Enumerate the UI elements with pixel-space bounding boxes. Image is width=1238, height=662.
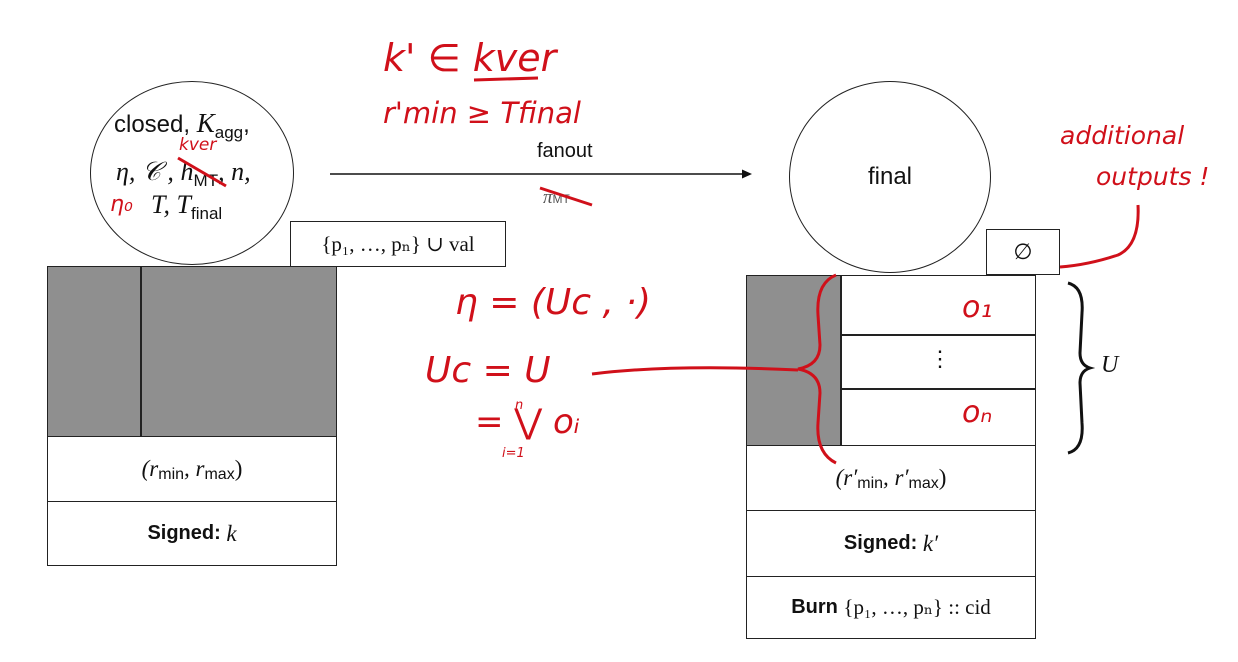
left-circle-line1: closed, Kagg, <box>114 108 250 142</box>
eta0-annotation: η₀ <box>110 192 133 217</box>
left-token-set: {p₁, …, pₙ} ∪ val <box>321 231 475 256</box>
left-line1-tail: , <box>243 111 250 138</box>
eta-equation: η = (Uc , ·) <box>455 282 651 323</box>
right-datum-divider <box>840 275 842 446</box>
uc-connector <box>591 366 799 376</box>
left-state-circle <box>90 81 294 265</box>
union-sup: n <box>515 398 524 413</box>
right-brace-label: U <box>1101 352 1119 378</box>
right-signed-row: Signed: k′ <box>746 510 1036 577</box>
left-token-box: {p₁, …, pₙ} ∪ val <box>290 221 506 267</box>
right-state-circle: final <box>789 81 991 273</box>
left-validity-open: (r <box>141 456 159 481</box>
left-validity-min: min <box>158 466 185 483</box>
outputs-annotation: outputs ! <box>1096 162 1210 191</box>
uc-equation: Uc = U <box>425 350 551 391</box>
union-sub: i=1 <box>502 446 525 461</box>
transition-label: fanout <box>537 140 593 162</box>
right-datum-grey <box>747 276 840 445</box>
right-validity-min: min <box>857 475 884 492</box>
left-circle-line2: η, 𝒞 , hMT, n, <box>116 157 251 190</box>
left-line3-math: T, T <box>151 190 191 219</box>
right-burn-row: Burn {p₁, …, pₙ} :: cid <box>746 576 1036 639</box>
burn-label: Burn <box>791 596 838 618</box>
left-validity-mid: , r <box>184 456 205 481</box>
right-emptyset-box: ∅ <box>986 229 1060 275</box>
left-line2-math: η, 𝒞 , <box>116 157 174 186</box>
left-line2-sub: MT <box>193 171 219 190</box>
right-validity-max: max <box>908 475 939 492</box>
on-annotation: oₙ <box>962 395 993 430</box>
left-signed-label: Signed: <box>147 522 221 544</box>
left-validity-max: max <box>204 466 235 483</box>
o1-annotation: o₁ <box>962 290 993 325</box>
redeemer-pi: π <box>543 187 553 208</box>
left-signed-key: k <box>226 520 237 546</box>
left-line1-sub: agg <box>214 123 244 142</box>
left-line1-k: K <box>196 108 215 138</box>
right-output-sep1 <box>840 334 1036 336</box>
right-output-sep2 <box>840 388 1036 390</box>
left-validity-close: ) <box>234 456 243 481</box>
left-line3-sub: final <box>191 204 223 223</box>
condition-kver: k' ∈ kver <box>383 36 557 80</box>
redeemer-strike <box>539 186 593 207</box>
left-line1-word: closed, <box>114 111 191 138</box>
burn-set: {p₁, …, pₙ} :: cid <box>843 595 991 619</box>
right-validity-close: ) <box>938 465 947 490</box>
left-datum-divider <box>140 266 142 437</box>
right-output-dots: ⋮ <box>929 346 951 371</box>
condition-rmin: r'min ≥ Tfinal <box>383 96 581 130</box>
hmt-strike <box>177 156 227 188</box>
left-line2-tail: , n, <box>218 157 251 186</box>
right-validity-row: (r′ min, r′ max) <box>746 445 1036 511</box>
right-signed-key: k′ <box>922 530 939 556</box>
kver-underline <box>473 76 539 82</box>
transition-arrow-head <box>742 169 752 179</box>
additional-annotation: additional <box>1060 121 1185 150</box>
right-validity-open: (r′ <box>835 465 858 490</box>
red-output-brace <box>797 273 837 465</box>
left-signed-row: Signed: k <box>47 501 337 566</box>
right-circle-label: final <box>867 163 913 190</box>
kver-annotation: kver <box>179 135 217 155</box>
right-signed-label: Signed: <box>843 532 918 554</box>
empty-set: ∅ <box>1013 239 1033 264</box>
left-circle-line3: T, Tfinal <box>151 190 223 223</box>
u-brace <box>1067 281 1096 455</box>
additional-connector <box>1059 204 1140 269</box>
right-validity-mid: , r′ <box>883 465 909 490</box>
union-equation: = ⋁ oᵢ <box>475 402 580 442</box>
left-datum-block <box>47 266 337 437</box>
